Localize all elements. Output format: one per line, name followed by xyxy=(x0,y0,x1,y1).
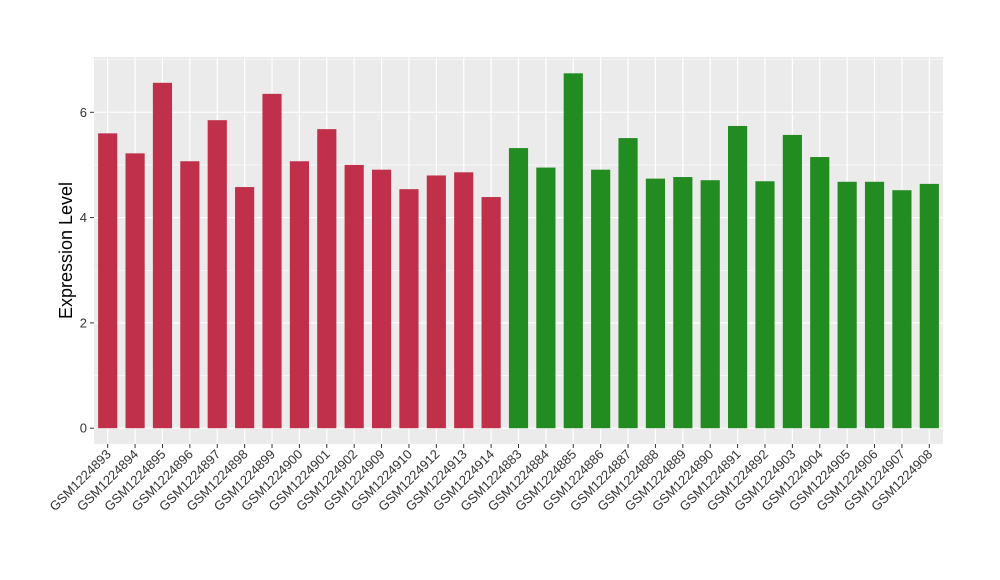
bar-GSM1224909 xyxy=(371,169,392,429)
x-axis: GSM1224893GSM1224894GSM1224895GSM1224896… xyxy=(46,444,935,514)
bar-GSM1224904 xyxy=(810,157,830,429)
bar-GSM1224893 xyxy=(98,133,118,429)
bar-GSM1224897 xyxy=(207,120,227,429)
bar-GSM1224907 xyxy=(892,190,912,429)
bar-GSM1224892 xyxy=(755,181,775,429)
bars xyxy=(98,73,939,429)
bar-GSM1224896 xyxy=(180,161,200,429)
bar-GSM1224906 xyxy=(864,181,885,429)
bar-GSM1224886 xyxy=(591,169,611,429)
bar-GSM1224885 xyxy=(563,73,583,429)
y-axis-title: Expression Level xyxy=(56,182,76,319)
bar-GSM1224903 xyxy=(782,134,802,429)
bar-GSM1224884 xyxy=(536,167,556,429)
bar-GSM1224901 xyxy=(317,129,337,429)
bar-GSM1224883 xyxy=(508,148,529,429)
bar-GSM1224902 xyxy=(344,164,364,429)
bar-GSM1224910 xyxy=(399,189,419,429)
bar-GSM1224894 xyxy=(125,153,145,429)
bar-GSM1224895 xyxy=(152,82,173,429)
bar-GSM1224905 xyxy=(837,181,857,429)
bar-GSM1224913 xyxy=(454,172,474,429)
bar-GSM1224899 xyxy=(262,93,282,429)
bar-GSM1224898 xyxy=(235,187,255,429)
bar-GSM1224908 xyxy=(919,183,939,429)
y-axis: 0 2 4 6 xyxy=(80,105,94,436)
bar-GSM1224887 xyxy=(618,138,638,429)
y-tick-label: 0 xyxy=(80,421,87,436)
bar-GSM1224890 xyxy=(700,180,720,429)
y-tick-label: 2 xyxy=(80,315,87,330)
bar-GSM1224888 xyxy=(645,178,666,429)
y-tick-label: 6 xyxy=(80,105,87,120)
bar-GSM1224891 xyxy=(728,125,748,429)
bar-GSM1224900 xyxy=(289,161,309,429)
bar-GSM1224912 xyxy=(426,175,446,429)
y-tick-label: 4 xyxy=(80,210,87,225)
bar-GSM1224914 xyxy=(481,197,501,429)
bar-GSM1224889 xyxy=(673,177,693,429)
